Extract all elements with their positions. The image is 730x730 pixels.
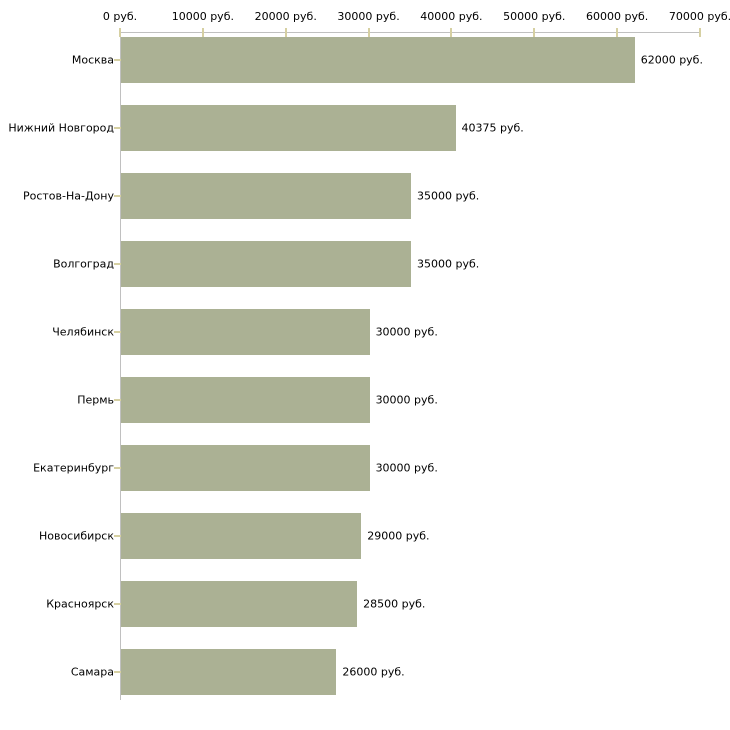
bar xyxy=(121,649,337,695)
x-axis-tick-label: 40000 руб. xyxy=(420,10,483,23)
bar-value-label: 35000 руб. xyxy=(417,257,480,271)
bar-value-label: 28500 руб. xyxy=(363,597,426,611)
bar xyxy=(121,309,370,355)
category-label: Екатеринбург xyxy=(33,461,114,475)
x-axis-tick xyxy=(450,28,453,37)
x-axis-tick xyxy=(616,28,619,37)
x-axis-tick xyxy=(201,28,204,37)
bar xyxy=(121,377,370,423)
y-axis-tick xyxy=(114,195,121,197)
bar-value-label: 62000 руб. xyxy=(640,53,703,67)
bar xyxy=(121,241,411,287)
y-axis-tick xyxy=(114,399,121,401)
x-axis-tick-label: 60000 руб. xyxy=(586,10,649,23)
bar-value-label: 35000 руб. xyxy=(417,189,480,203)
x-axis-line xyxy=(120,32,700,33)
x-axis-tick-label: 50000 руб. xyxy=(503,10,566,23)
category-label: Москва xyxy=(71,53,114,67)
bar xyxy=(121,105,456,151)
x-axis-tick-label: 20000 руб. xyxy=(254,10,317,23)
x-axis-tick xyxy=(284,28,287,37)
category-label: Самара xyxy=(70,665,114,679)
bar-value-label: 26000 руб. xyxy=(342,665,405,679)
bar xyxy=(121,445,370,491)
x-axis-tick xyxy=(533,28,536,37)
x-axis-tick xyxy=(119,28,121,37)
bar xyxy=(121,173,411,219)
y-axis-tick xyxy=(114,467,121,469)
category-label: Новосибирск xyxy=(38,529,114,543)
x-axis-tick-label: 70000 руб. xyxy=(668,10,730,23)
category-label: Нижний Новгород xyxy=(8,121,114,135)
y-axis-tick xyxy=(114,331,121,333)
bar-value-label: 40375 руб. xyxy=(461,121,524,135)
bar xyxy=(121,513,362,559)
bar-value-label: 30000 руб. xyxy=(375,393,438,407)
bar-value-label: 29000 руб. xyxy=(367,529,430,543)
y-axis-line xyxy=(120,32,121,700)
x-axis-tick xyxy=(699,28,701,37)
category-label: Ростов-На-Дону xyxy=(22,189,114,203)
category-label: Красноярск xyxy=(46,597,114,611)
category-label: Пермь xyxy=(77,393,114,407)
x-axis-tick xyxy=(367,28,370,37)
y-axis-tick xyxy=(114,535,121,537)
y-axis-tick xyxy=(114,127,121,129)
y-axis-tick xyxy=(114,603,121,605)
category-label: Волгоград xyxy=(53,257,114,271)
x-axis-tick-label: 0 руб. xyxy=(102,10,138,23)
x-axis-tick-label: 10000 руб. xyxy=(171,10,234,23)
bar xyxy=(121,581,358,627)
bar-value-label: 30000 руб. xyxy=(375,325,438,339)
y-axis-tick xyxy=(114,59,121,61)
category-label: Челябинск xyxy=(52,325,114,339)
bar-value-label: 30000 руб. xyxy=(375,461,438,475)
y-axis-tick xyxy=(114,263,121,265)
x-axis-tick-label: 30000 руб. xyxy=(337,10,400,23)
bar xyxy=(121,37,635,83)
y-axis-tick xyxy=(114,671,121,673)
